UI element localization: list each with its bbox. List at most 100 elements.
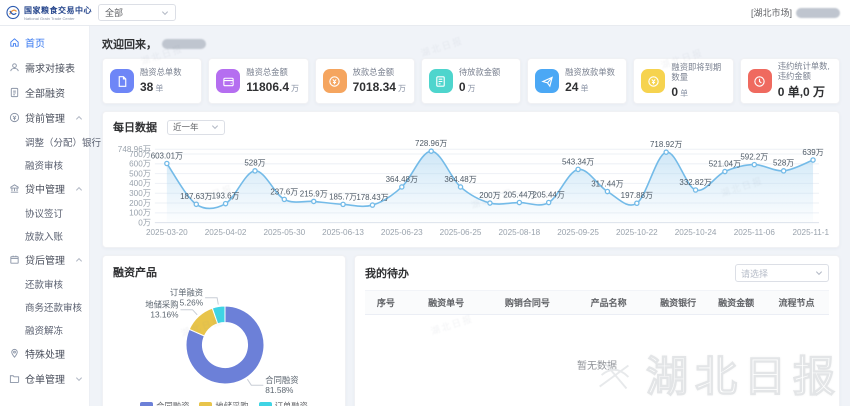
svg-text:0万: 0万	[138, 218, 151, 227]
sidebar-item-label: 特殊处理	[25, 350, 65, 361]
svg-text:200万: 200万	[129, 199, 151, 208]
svg-text:215.9万: 215.9万	[300, 189, 328, 198]
column-header: 流程节点	[764, 290, 829, 315]
sidebar-item-pre-loan[interactable]: 贷前管理	[0, 105, 89, 130]
sidebar-item-demand-docking[interactable]: 需求对接表	[0, 55, 89, 80]
sidebar-item-home[interactable]: 首页	[0, 30, 89, 55]
financing-products-panel: 融资产品 合同融资 81.58% 地储采购 13.16% 订单融资 5.26% 合同融资 …	[102, 255, 346, 406]
svg-text:2025-10-22: 2025-10-22	[616, 228, 658, 237]
stat-cards-row: 融资总单数 38 单 融资总金额 11806.4 万 放款总金额 7018.34 万 …	[102, 58, 840, 104]
svg-text:2025-08-18: 2025-08-18	[498, 228, 540, 237]
svg-text:748.96万: 748.96万	[118, 145, 151, 154]
calculator-icon	[428, 69, 453, 93]
svg-text:317.44万: 317.44万	[591, 179, 623, 188]
stat-value: 0 单,0 万	[777, 85, 826, 100]
bank-icon	[10, 184, 19, 193]
panel-title: 我的待办	[365, 268, 409, 280]
brand-logo: 国家粮食交易中心 National Grain Trade Center	[0, 4, 92, 21]
svg-text:500万: 500万	[129, 169, 151, 178]
sidebar-subitem-loan-disbursement[interactable]: 放款入账	[25, 231, 64, 243]
sidebar-subitem-agreement-signing[interactable]: 协议签订	[25, 208, 64, 220]
sidebar-item-label: 仓单管理	[25, 375, 65, 386]
brand-title: 国家粮食交易中心	[24, 5, 92, 15]
market-label: [湖北市场]	[750, 8, 792, 18]
svg-text:185.7万: 185.7万	[329, 192, 357, 201]
svg-text:187.63万: 187.63万	[180, 192, 212, 201]
sidebar-item-warehouse-receipt[interactable]: 仓单管理	[0, 366, 89, 391]
svg-text:237.6万: 237.6万	[270, 187, 298, 196]
sidebar-item-label: 全部融资	[25, 89, 65, 100]
svg-text:2025-03-20: 2025-03-20	[146, 228, 188, 237]
stat-value: 0	[458, 79, 466, 94]
home-icon	[10, 38, 19, 47]
clock-icon	[747, 69, 772, 93]
legend-swatch	[199, 402, 213, 406]
svg-text:521.04万: 521.04万	[709, 159, 741, 168]
stat-card-default-stats: 违约统计单数,违约金额 0 单,0 万	[739, 58, 840, 104]
sidebar-subitem-adjust-bank[interactable]: 调整（分配）银行	[25, 137, 102, 149]
sidebar-item-label: 贷后管理	[25, 256, 65, 267]
chevron-up-icon	[75, 115, 83, 120]
stat-card-disbursed-count: 融资放款单数 24 单	[527, 58, 628, 104]
todo-table: 序号 融资单号 购销合同号 产品名称 融资银行 融资金额 流程节点	[365, 290, 829, 315]
svg-text:2025-06-13: 2025-06-13	[322, 228, 364, 237]
svg-text:合同融资: 合同融资	[265, 375, 298, 385]
stat-value: 38	[140, 79, 154, 94]
calendar-icon	[10, 255, 19, 264]
svg-text:2025-11-06: 2025-11-06	[734, 228, 776, 237]
coins-icon	[9, 112, 20, 123]
sidebar-item-all-financing[interactable]: 全部融资	[0, 80, 89, 105]
svg-text:528万: 528万	[773, 159, 794, 168]
legend-item[interactable]: 订单融资	[258, 400, 308, 406]
sidebar-item-post-loan[interactable]: 贷后管理	[0, 247, 89, 272]
sidebar-item-special-handling[interactable]: 特殊处理	[0, 341, 89, 366]
svg-text:193.6万: 193.6万	[212, 191, 240, 200]
stat-value: 0	[671, 84, 679, 99]
coin-icon	[322, 69, 347, 93]
column-header: 产品名称	[569, 290, 649, 315]
svg-text:13.16%: 13.16%	[150, 310, 179, 320]
svg-text:5.26%: 5.26%	[180, 298, 204, 308]
svg-text:2025-09-25: 2025-09-25	[557, 228, 599, 237]
column-header: 融资金额	[708, 290, 764, 315]
svg-text:100万: 100万	[129, 209, 151, 218]
panel-title: 融资产品	[113, 267, 157, 279]
sidebar-subitem-repayment-review[interactable]: 还款审核	[25, 279, 64, 291]
top-header: 国家粮食交易中心 National Grain Trade Center 全部 …	[0, 0, 850, 26]
legend-item[interactable]: 合同融资	[140, 400, 189, 406]
svg-text:订单融资: 订单融资	[170, 288, 203, 298]
range-select[interactable]: 近一年	[167, 119, 225, 135]
svg-text:2025-06-23: 2025-06-23	[381, 228, 423, 237]
sidebar-item-mid-loan[interactable]: 贷中管理	[0, 176, 89, 201]
svg-text:81.58%: 81.58%	[265, 385, 294, 395]
chevron-down-icon	[161, 10, 169, 15]
column-header: 融资银行	[648, 290, 709, 315]
legend-swatch	[258, 402, 272, 406]
svg-text:205.44万: 205.44万	[503, 190, 535, 199]
brand-logo-icon	[6, 5, 20, 20]
sidebar-subitem-business-repayment-review[interactable]: 商务还款审核	[25, 302, 83, 314]
stat-card-financing-total-count: 融资总单数 38 单	[102, 58, 203, 104]
svg-text:364.48万: 364.48万	[444, 175, 476, 184]
svg-text:197.88万: 197.88万	[621, 191, 653, 200]
region-select[interactable]: 全部	[98, 4, 176, 21]
sidebar-subitem-financing-unfreeze[interactable]: 融资解冻	[25, 325, 64, 337]
pin-icon	[11, 348, 18, 358]
welcome-text: 欢迎回来，	[102, 38, 157, 51]
svg-text:600万: 600万	[129, 160, 151, 169]
sidebar-item-label: 贷前管理	[25, 114, 65, 125]
todo-panel: 我的待办 请选择 序号 融资单号 购销合同号 产品名称 融资银行 融资金额 流程	[354, 255, 840, 406]
legend-item[interactable]: 地储采购	[199, 400, 249, 406]
svg-text:2025-05-30: 2025-05-30	[263, 228, 305, 237]
sidebar-subitem-financing-review[interactable]: 融资审核	[25, 160, 64, 172]
sidebar-item-label: 贷中管理	[25, 185, 65, 196]
stat-value: 24	[565, 79, 579, 94]
sidebar-item-label: 首页	[25, 39, 45, 50]
svg-text:2025-10-24: 2025-10-24	[675, 228, 717, 237]
column-header: 购销合同号	[485, 290, 570, 315]
todo-filter-select[interactable]: 请选择	[735, 264, 829, 282]
daily-line-chart: 0万100万200万300万400万500万600万700万748.96万202…	[118, 139, 829, 237]
coin-clock-icon	[641, 69, 666, 93]
document-icon	[10, 87, 19, 98]
